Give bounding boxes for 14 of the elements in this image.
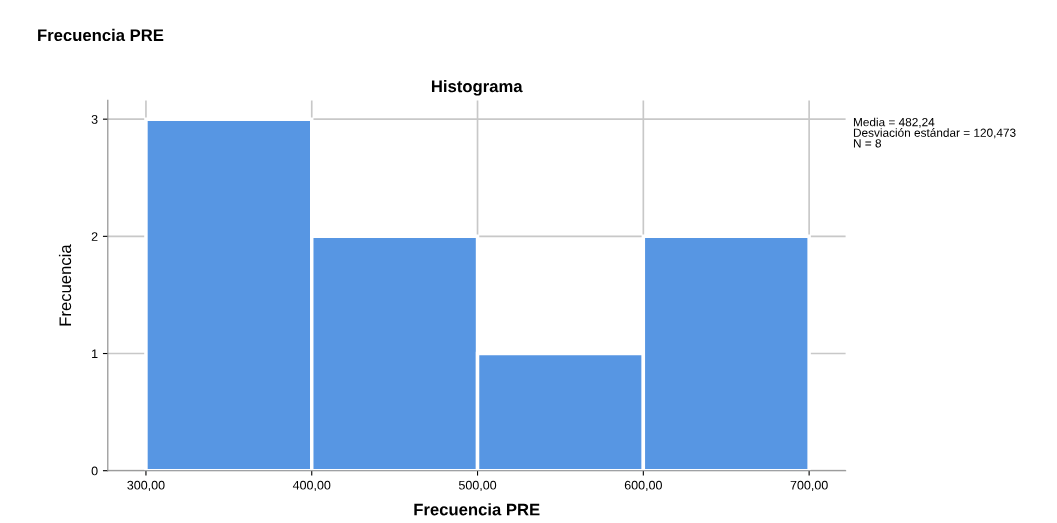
y-tick-label: 1 xyxy=(92,349,98,359)
x-tick-label: 500,00 xyxy=(458,480,497,492)
chart-title: Histograma xyxy=(431,80,523,96)
text: Media = 482,24 Desviación estándar = 120,473 N = 8 xyxy=(853,117,1016,148)
y-tick-label: 3 xyxy=(91,114,98,124)
y-tick-label: 0 xyxy=(91,466,98,476)
x-tick-label: 700,00 xyxy=(790,480,828,492)
x-tick-label: 300,00 xyxy=(127,480,165,492)
y-axis-title: Frecuencia xyxy=(58,244,72,326)
x-tick-label: 600,00 xyxy=(624,480,662,492)
x-tick-label: 400,00 xyxy=(292,480,331,492)
x-axis-title: Frecuencia PRE xyxy=(414,503,540,516)
y-tick-label: 2 xyxy=(91,232,98,241)
text: Frecuencia PRE xyxy=(38,28,164,42)
